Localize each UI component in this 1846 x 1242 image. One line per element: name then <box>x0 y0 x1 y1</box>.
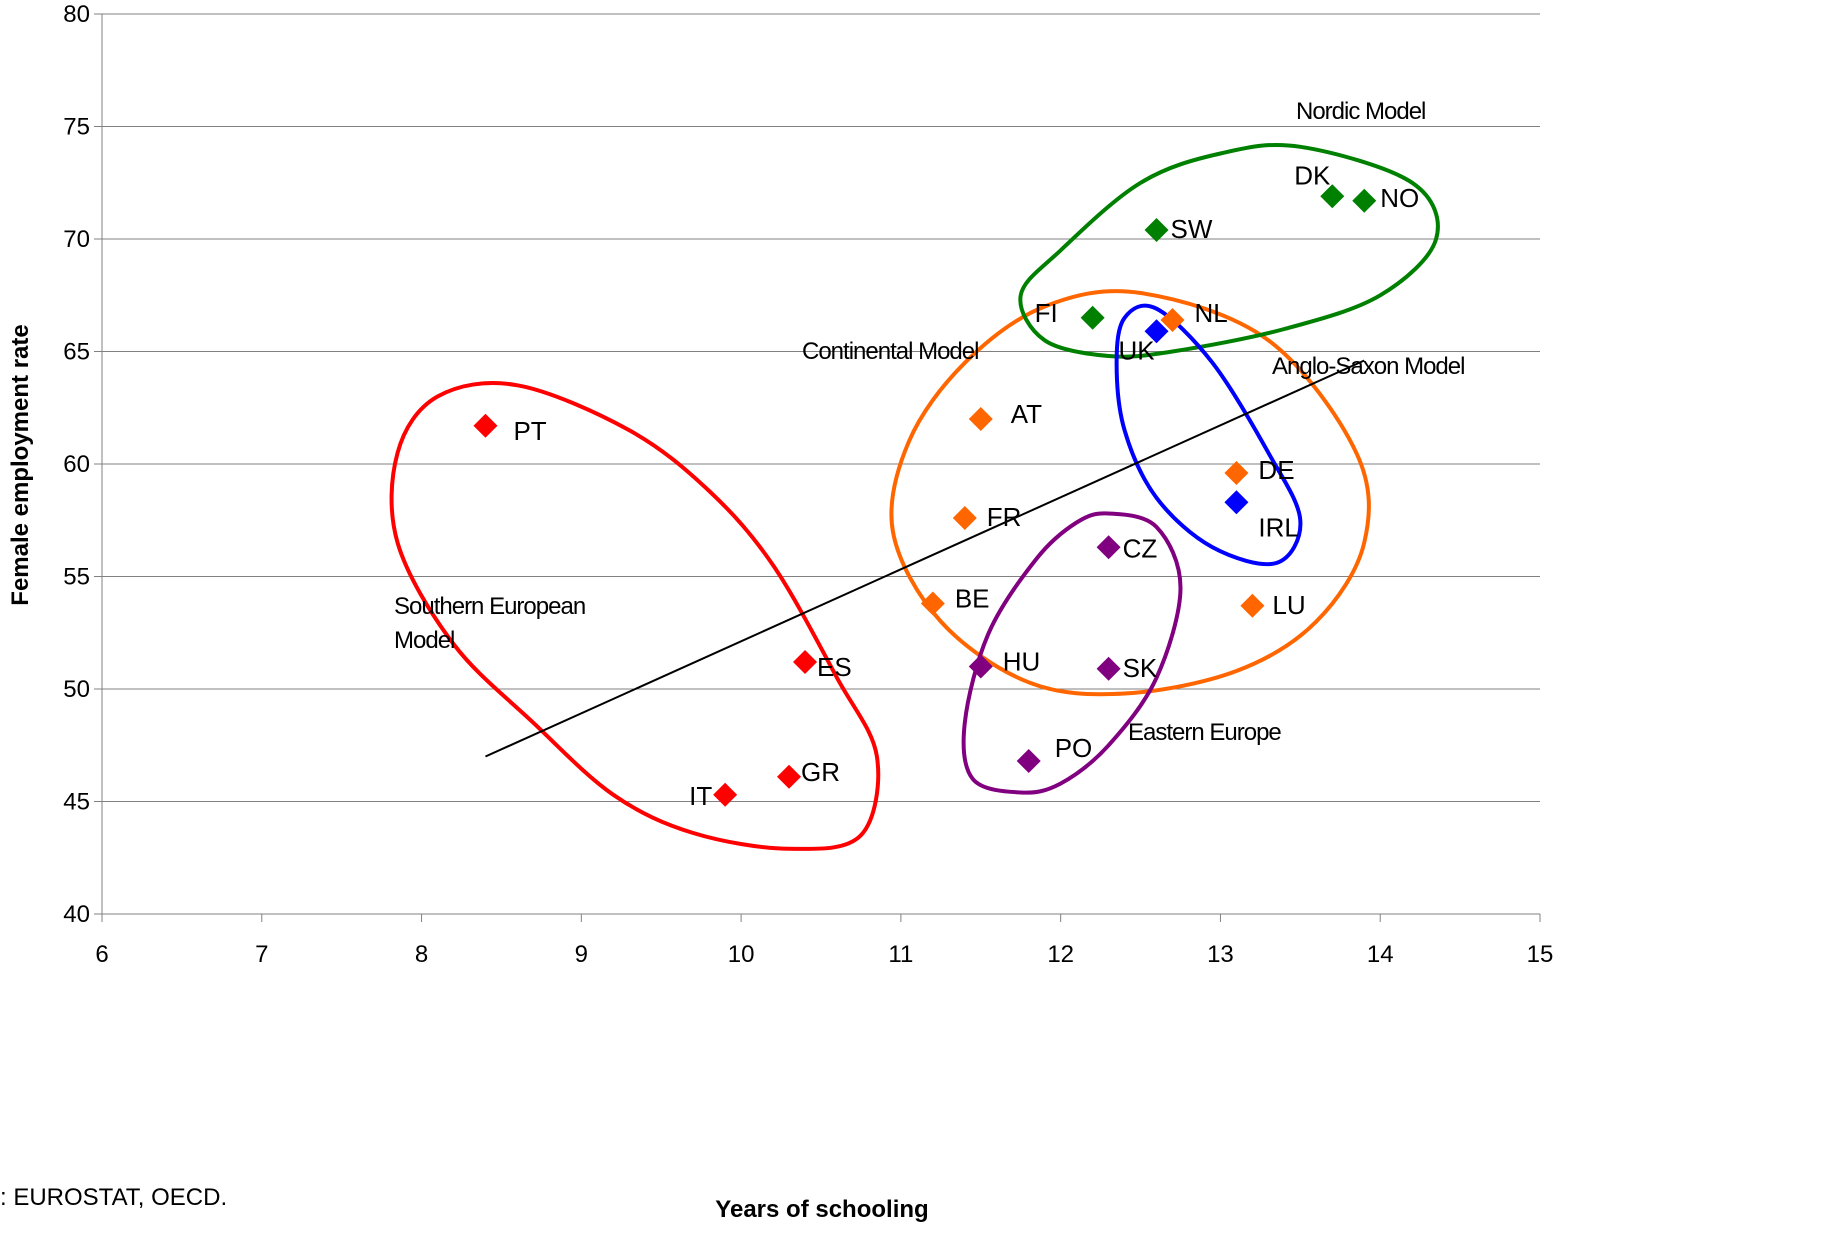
x-axis-title: Years of schooling <box>715 1196 928 1223</box>
x-tick-label: 7 <box>255 941 268 968</box>
point-label-hu: HU <box>1003 647 1041 677</box>
data-point-gr <box>777 764 802 789</box>
y-tick-label: 55 <box>63 564 90 591</box>
axes: 40 45 50 55 60 65 70 75 80 6 7 8 9 10 11 12 13 14 15 <box>63 1 1553 968</box>
point-label-fr: FR <box>987 502 1022 532</box>
data-point-hu <box>968 654 993 679</box>
point-label-de: DE <box>1258 455 1294 485</box>
point-label-es: ES <box>817 652 852 682</box>
point-label-it: IT <box>689 781 712 811</box>
data-point-at <box>968 407 993 431</box>
data-point-pt <box>473 413 498 438</box>
point-label-sw: SW <box>1171 214 1213 244</box>
group-label-southern: Model <box>394 627 454 654</box>
y-tick-label: 75 <box>63 114 90 141</box>
group-labels: Southern European Model Continental Model N… <box>394 98 1465 746</box>
point-label-pt: PT <box>513 416 546 446</box>
group-label-anglo: Anglo-Saxon Model <box>1272 353 1464 380</box>
point-label-nl: NL <box>1195 298 1228 328</box>
data-point-fr <box>952 506 977 530</box>
data-point-po <box>1016 749 1041 773</box>
y-tick-label: 60 <box>63 451 90 478</box>
data-point-be <box>920 591 945 616</box>
group-label-continental: Continental Model <box>802 338 978 365</box>
data-point-fi <box>1080 305 1105 330</box>
outline-anglo <box>1114 303 1303 567</box>
outline-southern <box>389 381 881 851</box>
group-outlines <box>389 142 1440 851</box>
trendline-line <box>485 359 1365 758</box>
point-label-fi: FI <box>1035 298 1058 328</box>
group-label-eastern: Eastern Europe <box>1128 719 1281 746</box>
data-point-dk <box>1320 184 1345 209</box>
point-label-no: NO <box>1380 183 1419 213</box>
source-note: : EUROSTAT, OECD. <box>0 1184 228 1211</box>
y-axis-title: Female employment rate <box>7 324 34 605</box>
data-point-no <box>1352 188 1377 213</box>
point-label-at: AT <box>1011 399 1042 429</box>
data-point-lu <box>1240 593 1265 618</box>
point-label-dk: DK <box>1294 160 1331 190</box>
point-label-irl: IRL <box>1258 512 1298 542</box>
point-label-uk: UK <box>1119 335 1156 365</box>
data-points <box>473 184 1377 807</box>
x-tick-label: 12 <box>1047 941 1074 968</box>
point-label-sk: SK <box>1123 653 1158 683</box>
y-tick-label: 80 <box>63 1 90 28</box>
x-tick-label: 11 <box>888 941 913 968</box>
y-tick-label: 50 <box>63 676 90 703</box>
x-tick-label: 9 <box>575 941 588 968</box>
y-tick-label: 40 <box>63 901 90 928</box>
gridlines <box>102 13 1540 802</box>
data-point-it <box>713 782 738 807</box>
point-label-gr: GR <box>801 757 840 787</box>
data-point-de <box>1224 461 1249 485</box>
point-label-be: BE <box>955 584 990 614</box>
data-point-es <box>793 650 818 674</box>
x-tick-label: 8 <box>415 941 428 968</box>
point-label-lu: LU <box>1272 590 1305 620</box>
y-tick-label: 70 <box>63 226 90 253</box>
point-label-po: PO <box>1055 733 1093 763</box>
data-point-irl <box>1224 490 1249 515</box>
point-label-cz: CZ <box>1123 533 1158 563</box>
x-tick-label: 15 <box>1527 941 1554 968</box>
data-point-sk <box>1096 656 1121 681</box>
y-tick-label: 45 <box>63 789 90 816</box>
x-tick-label: 6 <box>95 941 108 968</box>
outline-continental <box>889 289 1371 697</box>
outline-nordic <box>1018 142 1440 359</box>
point-labels: PT ES GR IT AT FR BE NL DE LU DK NO SW FI UK IRL CZ HU SK P… <box>513 160 1419 811</box>
x-tick-label: 14 <box>1367 941 1394 968</box>
outline-eastern <box>961 511 1183 795</box>
data-point-cz <box>1096 535 1121 560</box>
data-point-nl <box>1160 308 1185 332</box>
x-tick-label: 10 <box>728 941 755 968</box>
data-point-sw <box>1144 218 1169 242</box>
group-label-southern: Southern European <box>394 593 585 620</box>
x-tick-label: 13 <box>1207 941 1234 968</box>
y-tick-label: 65 <box>63 339 90 366</box>
trendline <box>485 359 1365 758</box>
data-point-uk <box>1144 319 1169 344</box>
group-label-nordic: Nordic Model <box>1296 98 1425 125</box>
